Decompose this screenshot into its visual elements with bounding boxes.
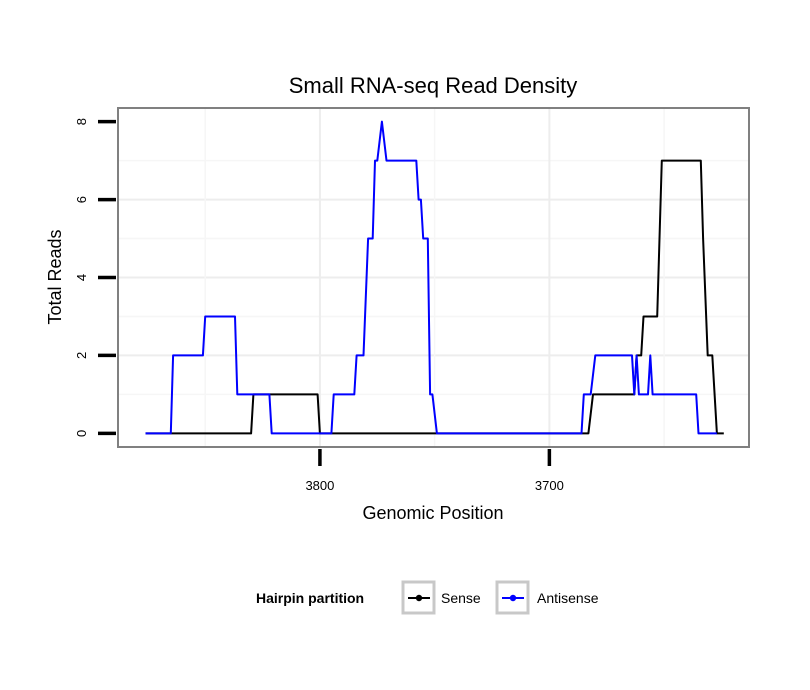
x-tick-label: 3700: [535, 478, 564, 493]
y-tick-label: 8: [74, 118, 89, 125]
series-line-antisense: [145, 120, 717, 435]
series-line-sense: [145, 159, 724, 435]
legend-point-sense: [415, 594, 423, 602]
legend-point-antisense: [509, 594, 517, 602]
legend-label-sense: Sense: [441, 590, 481, 606]
legend-label-antisense: Antisense: [537, 590, 599, 606]
y-tick-label: 4: [74, 274, 89, 281]
x-axis-ticks: 3800 3700: [305, 449, 564, 493]
legend-title: Hairpin partition: [256, 590, 364, 606]
x-tick-label: 3800: [305, 478, 334, 493]
y-axis-title: Total Reads: [45, 229, 65, 324]
legend: Hairpin partition Sense Antisense: [256, 580, 599, 615]
y-tick-label: 6: [74, 196, 89, 203]
plot-panel: [117, 107, 750, 448]
y-axis-ticks: 0 2 4 6 8: [74, 118, 116, 437]
x-axis-title: Genomic Position: [362, 503, 503, 523]
chart-title: Small RNA-seq Read Density: [289, 73, 578, 98]
series-lines: [145, 120, 724, 435]
y-tick-label: 2: [74, 352, 89, 359]
y-tick-label: 0: [74, 430, 89, 437]
